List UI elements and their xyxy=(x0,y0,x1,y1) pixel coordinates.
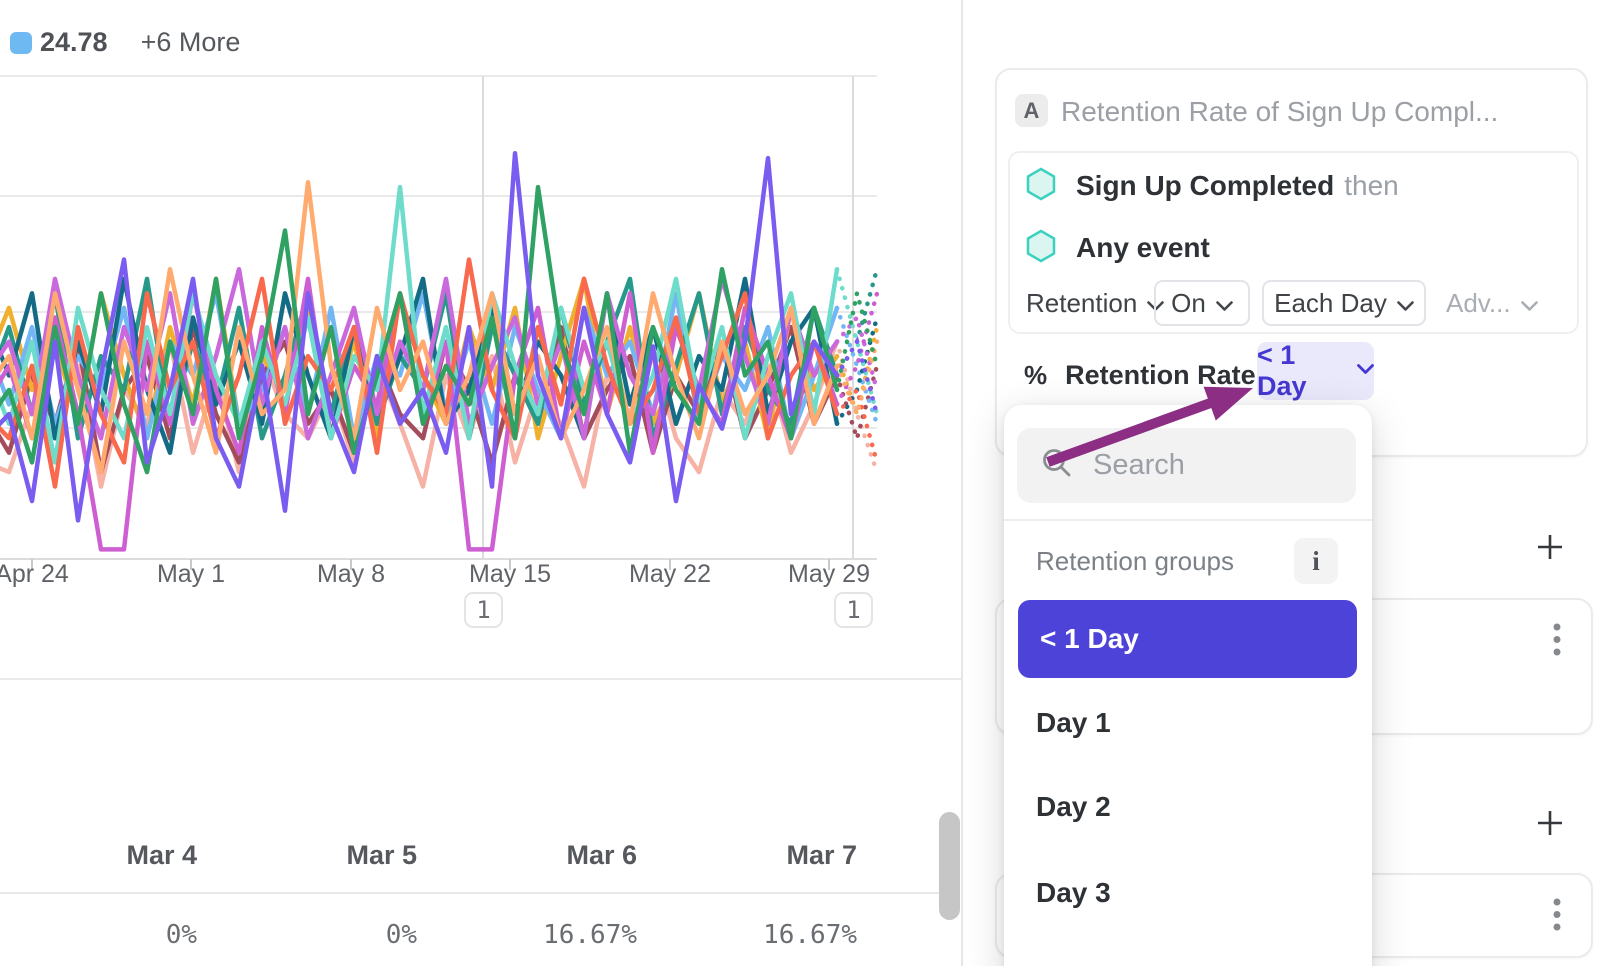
metric-card-a: A Retention Rate of Sign Up Compl... Sig… xyxy=(995,68,1588,457)
chart-series-cohort-13 xyxy=(0,151,839,523)
on-dropdown[interactable]: On xyxy=(1154,280,1250,326)
retention-group-dropdown: Search Retention groups i < 1 Day Day 1 Da… xyxy=(1004,405,1372,966)
event-block: Sign Up Completed then Any event Retenti… xyxy=(1008,151,1579,334)
chart-legend: 24.78 +6 More xyxy=(10,27,240,58)
search-icon xyxy=(1041,447,1073,484)
table-value-cell: 0% xyxy=(165,920,197,950)
chart-series-cohort-5 xyxy=(0,276,840,441)
search-placeholder: Search xyxy=(1093,449,1185,481)
table-value-cell: 0% xyxy=(385,920,417,950)
chevron-down-icon xyxy=(1357,362,1374,380)
chart-x-axis-label: May 29 xyxy=(788,560,870,588)
section-divider xyxy=(0,678,962,680)
retention-group-trigger[interactable]: < 1 Day xyxy=(1257,340,1374,401)
table-value-row: 0% 0% 16.67% 16.67% xyxy=(0,920,962,960)
kebab-icon xyxy=(1553,623,1561,656)
event1-name[interactable]: Sign Up Completed xyxy=(1076,170,1335,201)
section-badge: A xyxy=(1015,94,1048,127)
table-value-cell: 16.67% xyxy=(543,920,637,950)
table-header-cell: Mar 5 xyxy=(346,840,417,870)
legend-swatch[interactable] xyxy=(10,31,32,54)
dropdown-divider xyxy=(1004,519,1372,521)
chart-x-axis-label: Apr 24 xyxy=(0,560,69,588)
vertical-scrollbar[interactable] xyxy=(939,812,960,920)
legend-more-button[interactable]: +6 More xyxy=(140,27,241,57)
dropdown-item[interactable]: Day 1 xyxy=(1036,707,1111,738)
chart-series-cohort-1 xyxy=(0,339,840,489)
dropdown-item[interactable]: Day 4 xyxy=(1036,957,1111,966)
plus-icon xyxy=(1538,535,1562,559)
metric-title[interactable]: Retention Rate of Sign Up Compl... xyxy=(1061,96,1499,127)
chevron-down-icon xyxy=(1216,288,1233,319)
table-header-divider xyxy=(0,892,939,894)
retention-mode-dropdown[interactable]: Retention xyxy=(1026,280,1165,326)
hexagon-event-icon xyxy=(1026,167,1056,206)
info-button[interactable]: i xyxy=(1294,538,1338,584)
advanced-dropdown[interactable]: Adv... xyxy=(1446,280,1538,326)
card-menu-button[interactable] xyxy=(1537,618,1577,662)
chart-x-axis-label: May 22 xyxy=(629,560,711,588)
percent-icon: % xyxy=(1024,360,1048,390)
event2-name[interactable]: Any event xyxy=(1076,232,1210,263)
annotation-badge[interactable]: 1 xyxy=(834,592,873,628)
dropdown-item[interactable]: Day 2 xyxy=(1036,791,1111,822)
retention-groups-label: Retention groups xyxy=(1036,545,1235,576)
card-menu-button[interactable] xyxy=(1537,893,1577,937)
dropdown-item[interactable]: Day 3 xyxy=(1036,877,1111,908)
plus-icon xyxy=(1538,811,1562,835)
annotation-badge[interactable]: 1 xyxy=(464,592,503,628)
table-header-cell: Mar 7 xyxy=(786,840,857,870)
chart-series-cohort-12 xyxy=(0,184,840,475)
dropdown-item-selected[interactable]: < 1 Day xyxy=(1018,600,1357,678)
add-metric-button[interactable] xyxy=(1528,525,1572,569)
info-icon: i xyxy=(1312,545,1320,576)
search-input[interactable]: Search xyxy=(1017,428,1356,503)
interval-dropdown[interactable]: Each Day xyxy=(1262,280,1426,326)
chart-x-axis-label: May 15 xyxy=(469,560,551,588)
table-header-cell: Mar 6 xyxy=(566,840,637,870)
chart-x-axis-label: May 1 xyxy=(156,560,226,588)
panel-divider xyxy=(961,0,963,966)
event1-suffix: then xyxy=(1344,170,1399,201)
kebab-icon xyxy=(1553,898,1561,931)
legend-value[interactable]: 24.78 xyxy=(40,27,108,57)
hexagon-event-icon xyxy=(1026,229,1056,268)
table-value-cell: 16.67% xyxy=(763,920,857,950)
table-header-row: Mar 4 Mar 5 Mar 6 Mar 7 xyxy=(0,840,962,880)
table-header-cell: Mar 4 xyxy=(126,840,197,870)
chevron-down-icon xyxy=(1397,288,1414,319)
add-metric-button[interactable] xyxy=(1528,801,1572,845)
chart-x-axis-label: May 8 xyxy=(316,560,386,588)
chevron-down-icon xyxy=(1520,288,1538,319)
measure-dropdown[interactable]: Retention Rate xyxy=(1065,360,1256,390)
retention-line-chart[interactable] xyxy=(0,0,962,585)
